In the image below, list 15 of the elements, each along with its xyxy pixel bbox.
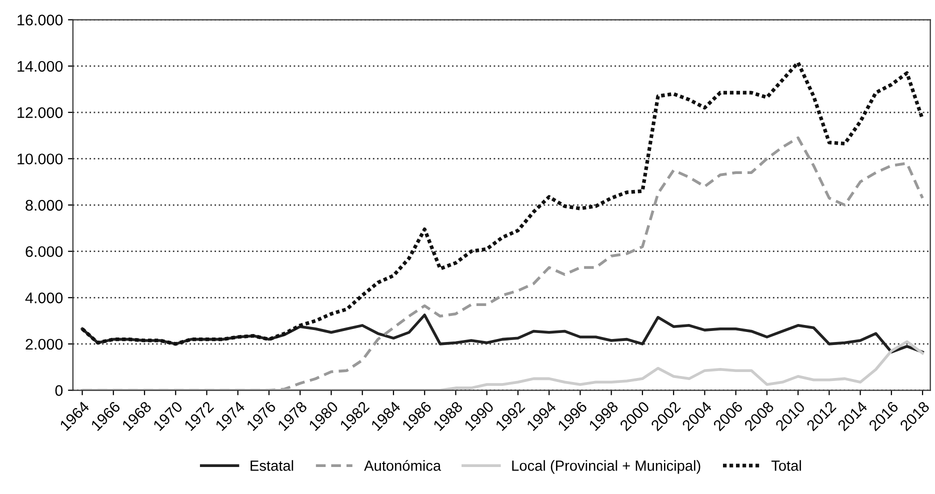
y-tick-label: 2.000 [26, 338, 63, 350]
legend-label: Total [771, 460, 801, 471]
y-tick-label: 0 [55, 385, 63, 396]
legend-label: Local (Provincial + Municipal) [512, 460, 700, 474]
y-tick-label: 10.000 [18, 154, 63, 164]
y-tick-label: 8.000 [26, 200, 63, 211]
legend-label: Autonómica [364, 460, 442, 471]
line-series [80, 60, 924, 346]
y-tick-label: 16.000 [18, 14, 63, 26]
line-series [80, 340, 924, 390]
y-tick-label: 14.000 [18, 60, 63, 72]
legend-label: Estatal [250, 460, 294, 471]
y-tick-label: 12.000 [18, 107, 63, 118]
y-tick-label: 6.000 [26, 246, 63, 258]
y-tick-label: 4.000 [25, 292, 63, 304]
